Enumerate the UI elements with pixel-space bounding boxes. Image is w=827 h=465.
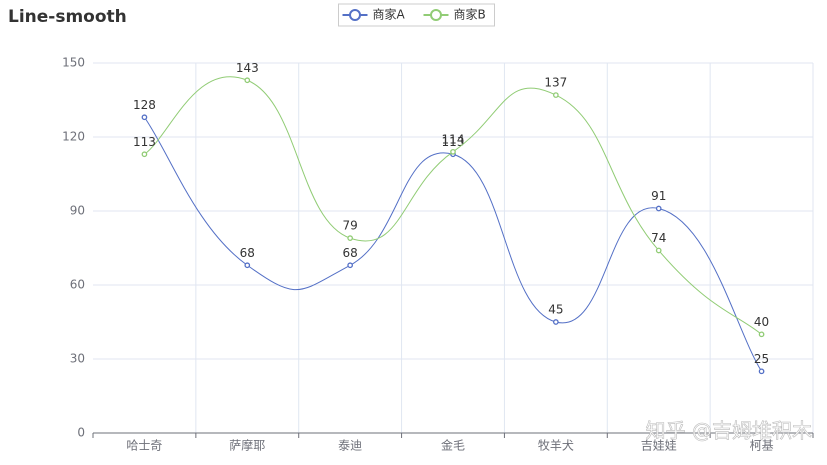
data-point (244, 262, 251, 269)
data-point (553, 319, 559, 325)
legend-marker (430, 9, 442, 21)
data-label: 74 (651, 231, 666, 245)
data-label: 113 (442, 135, 465, 149)
data-label: 91 (651, 189, 666, 203)
data-label: 113 (133, 135, 156, 149)
legend-item[interactable]: 商家B (423, 7, 486, 22)
y-tick-label: 30 (70, 352, 85, 366)
data-point (141, 151, 148, 158)
legend-label: 商家A (373, 7, 406, 22)
y-tick-label: 120 (62, 130, 85, 144)
x-tick-label: 泰迪 (338, 439, 362, 453)
data-point (553, 92, 559, 98)
x-tick-label: 牧羊犬 (538, 438, 574, 453)
data-label: 137 (544, 76, 567, 90)
data-label: 114 (442, 132, 465, 146)
data-point (655, 247, 662, 254)
x-tick-label: 哈士奇 (126, 439, 162, 453)
data-point (450, 148, 456, 155)
series-line (144, 76, 762, 335)
legend-box (338, 3, 495, 27)
y-tick-label: 150 (62, 56, 85, 70)
chart-title: Line-smooth (8, 7, 127, 27)
data-point (347, 235, 353, 241)
watermark: 知乎 @吉姆堆积木 (646, 419, 812, 443)
x-tick-label: 吉娃娃 (641, 439, 677, 453)
data-point (347, 262, 353, 269)
y-tick-label: 90 (70, 204, 85, 218)
y-tick-label: 0 (77, 426, 85, 440)
data-point (244, 77, 251, 84)
data-label: 45 (548, 303, 563, 317)
data-label: 143 (236, 61, 259, 75)
x-tick-label: 萨摩耶 (229, 438, 265, 453)
data-point (758, 331, 765, 338)
y-tick-label: 60 (70, 278, 85, 292)
legend-label: 商家B (454, 7, 486, 22)
data-label: 25 (754, 352, 769, 366)
data-point (758, 368, 765, 375)
data-label: 68 (343, 246, 358, 260)
data-point (655, 205, 662, 212)
data-label: 79 (343, 219, 358, 233)
data-point (141, 114, 148, 121)
legend-item[interactable]: 商家A (342, 7, 406, 22)
x-tick-label: 柯基 (750, 439, 774, 453)
legend-marker (349, 9, 361, 21)
data-label: 128 (133, 98, 156, 112)
x-tick-label: 金毛 (441, 438, 465, 453)
data-label: 40 (754, 315, 769, 329)
data-label: 68 (240, 246, 255, 260)
